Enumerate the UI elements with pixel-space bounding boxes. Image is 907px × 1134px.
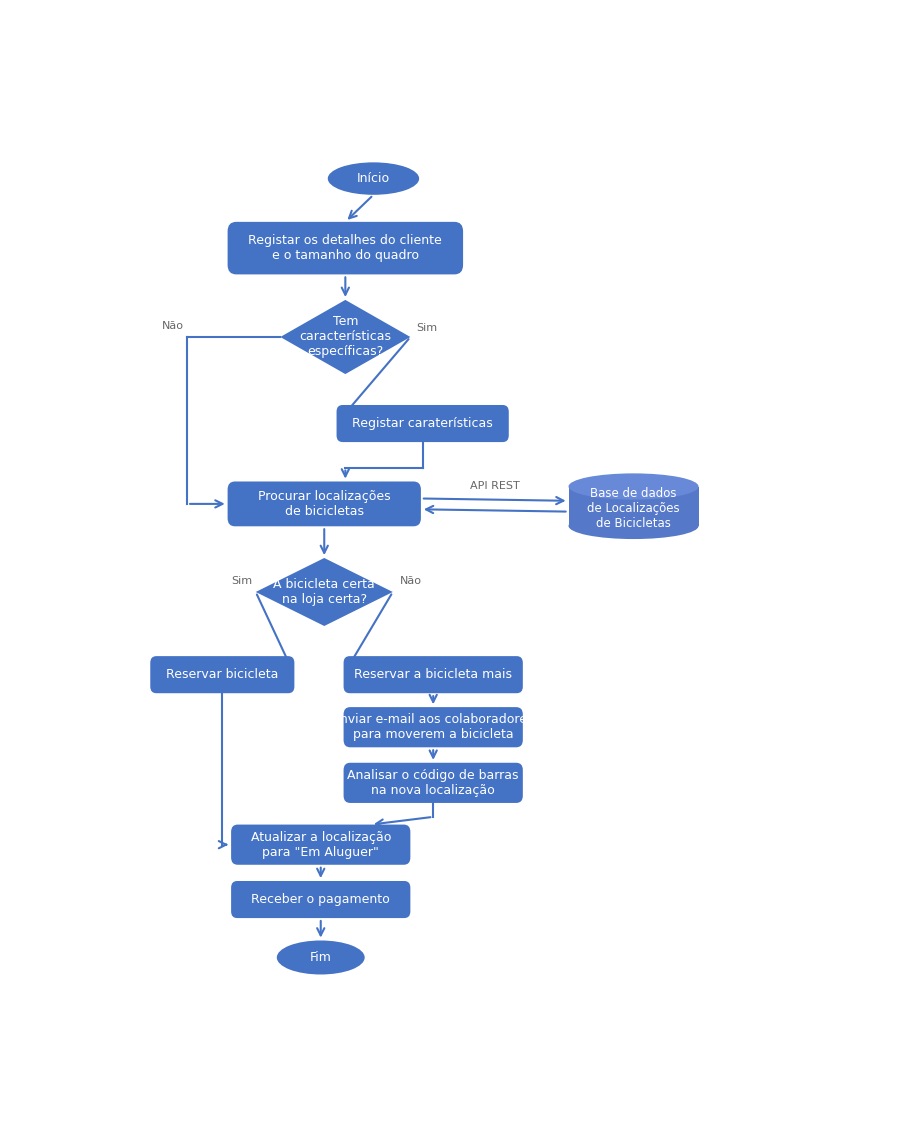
FancyBboxPatch shape — [228, 222, 463, 274]
Text: Não: Não — [400, 576, 422, 586]
Text: Enviar e-mail aos colaboradores
para moverem a bicicleta: Enviar e-mail aos colaboradores para mov… — [333, 713, 534, 742]
Text: Procurar localizações
de bicicletas: Procurar localizações de bicicletas — [258, 490, 391, 518]
Text: A bicicleta certa
na loja certa?: A bicicleta certa na loja certa? — [273, 578, 375, 606]
Ellipse shape — [569, 513, 698, 539]
Text: Atualizar a localização
para "Em Aluguer": Atualizar a localização para "Em Aluguer… — [250, 831, 391, 858]
Text: Tem
características
específicas?: Tem características específicas? — [299, 315, 391, 358]
Polygon shape — [256, 558, 393, 626]
Text: Não: Não — [161, 321, 183, 331]
Ellipse shape — [327, 162, 419, 195]
FancyBboxPatch shape — [344, 657, 522, 693]
FancyBboxPatch shape — [231, 824, 410, 865]
Text: Sim: Sim — [231, 576, 252, 586]
Text: Reservar bicicleta: Reservar bicicleta — [166, 668, 278, 682]
FancyBboxPatch shape — [151, 657, 295, 693]
Ellipse shape — [277, 940, 365, 974]
FancyBboxPatch shape — [344, 708, 522, 747]
Text: API REST: API REST — [470, 481, 520, 491]
Text: Sim: Sim — [416, 323, 437, 332]
Bar — [569, 486, 698, 526]
Text: Base de dados
de Localizações
de Bicicletas: Base de dados de Localizações de Bicicle… — [587, 486, 680, 530]
Polygon shape — [280, 299, 410, 374]
Text: Início: Início — [356, 172, 390, 185]
Text: Receber o pagamento: Receber o pagamento — [251, 894, 390, 906]
FancyBboxPatch shape — [344, 763, 522, 803]
FancyBboxPatch shape — [231, 881, 410, 919]
FancyBboxPatch shape — [336, 405, 509, 442]
Text: Fim: Fim — [310, 951, 332, 964]
Text: Reservar a bicicleta mais: Reservar a bicicleta mais — [355, 668, 512, 682]
Text: Registar os detalhes do cliente
e o tamanho do quadro: Registar os detalhes do cliente e o tama… — [249, 234, 443, 262]
Text: Analisar o código de barras
na nova localização: Analisar o código de barras na nova loca… — [347, 769, 519, 797]
Ellipse shape — [569, 473, 698, 500]
FancyBboxPatch shape — [228, 482, 421, 526]
Text: Registar caraterísticas: Registar caraterísticas — [352, 417, 493, 430]
